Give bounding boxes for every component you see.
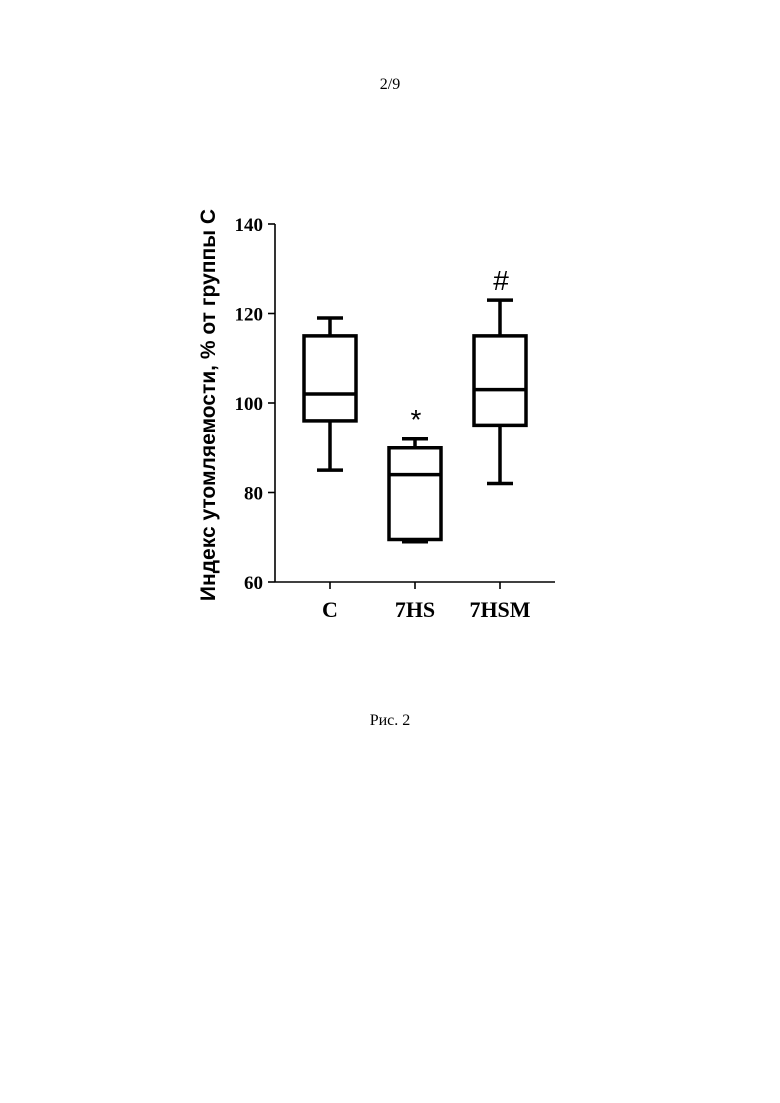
box-rect-7HS	[389, 448, 441, 540]
figure-caption: Рис. 2	[0, 712, 780, 730]
box-rect-7HSM	[474, 336, 526, 426]
y-tick-label-140: 140	[235, 215, 264, 236]
box-7HS	[389, 439, 441, 542]
x-ticks: C 7HS 7HSM	[322, 582, 531, 622]
annotation-7HS: *	[411, 404, 422, 435]
y-tick-label-60: 60	[244, 573, 263, 594]
x-tick-label-7HS: 7HS	[395, 597, 435, 622]
y-tick-label-100: 100	[235, 394, 264, 415]
y-tick-label-80: 80	[244, 484, 263, 505]
box-rect-C	[304, 336, 356, 421]
box-C	[304, 318, 356, 470]
box-7HSM	[474, 300, 526, 483]
y-ticks: 60 80 100 120 140	[235, 215, 276, 594]
annotation-7HSM: #	[493, 265, 509, 296]
x-tick-label-C: C	[322, 597, 338, 622]
y-axis-label: Индекс утомляемости, % от группы С	[197, 209, 220, 601]
x-tick-label-7HSM: 7HSM	[469, 597, 530, 622]
y-tick-label-120: 120	[235, 305, 264, 326]
